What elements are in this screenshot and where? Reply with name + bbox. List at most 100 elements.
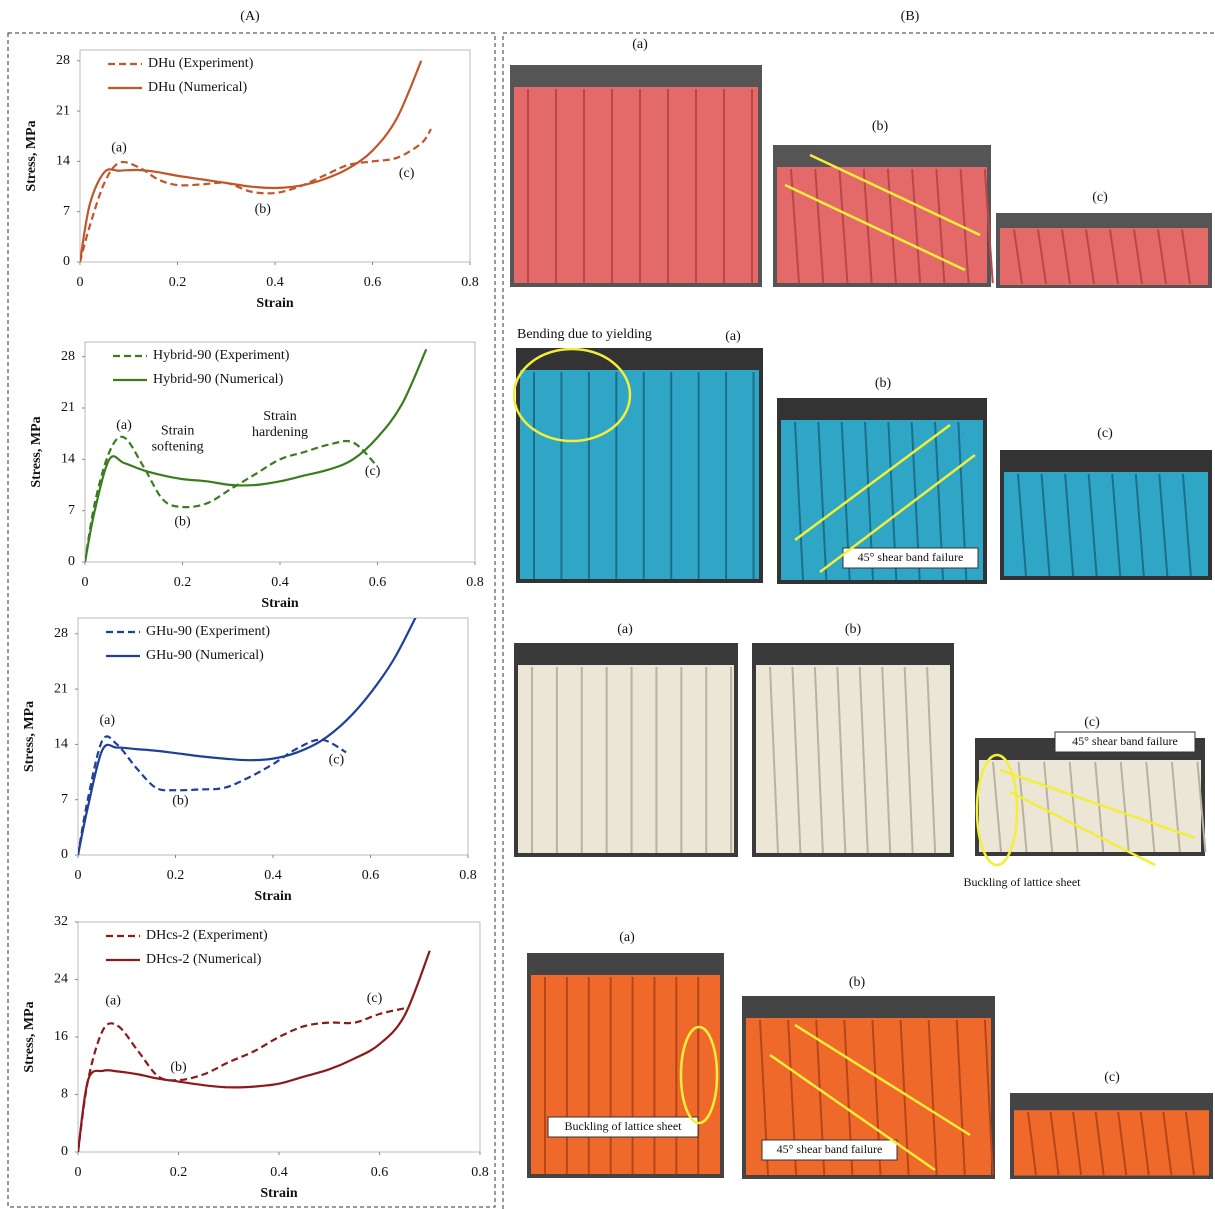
photo-stripe	[1145, 761, 1156, 853]
legend-label: GHu-90 (Numerical)	[146, 648, 264, 663]
photo-specimen	[1000, 228, 1208, 285]
y-tick-label: 14	[61, 452, 75, 467]
photo-stripe	[1162, 1111, 1173, 1176]
series-line	[78, 950, 431, 1152]
x-tick-label: 0.6	[369, 575, 387, 590]
photo-stripe	[813, 666, 824, 854]
legend-label: DHcs-2 (Experiment)	[146, 928, 268, 943]
photo-label: (a)	[632, 37, 648, 52]
plot-frame	[77, 617, 469, 856]
photo-caption: 45° shear band failure	[858, 550, 964, 564]
x-tick-label: 0.4	[264, 868, 282, 883]
caption-box	[1054, 731, 1196, 753]
annotation: (b)	[170, 1060, 187, 1075]
y-axis-title: Stress, MPa	[29, 416, 44, 487]
y-axis-title: Stress, MPa	[22, 1001, 37, 1072]
photo-stripe	[1072, 1111, 1083, 1176]
y-tick-label: 0	[68, 554, 75, 569]
annotation: (c)	[365, 464, 381, 479]
y-tick-label: 28	[56, 53, 70, 68]
photo-stripe	[862, 168, 873, 284]
annotation: (c)	[329, 752, 345, 767]
photo-stripe	[927, 1019, 938, 1176]
series-line	[80, 60, 423, 262]
photo-label: (b)	[849, 975, 866, 990]
photo-stripe	[1087, 473, 1098, 577]
shear-band	[769, 1053, 936, 1172]
x-axis-title: Strain	[254, 889, 292, 904]
photo-label: (b)	[845, 622, 862, 637]
x-tick-label: 0	[82, 575, 89, 590]
photo-stripe	[1068, 761, 1079, 853]
photo-stripe	[1109, 229, 1119, 285]
photo-specimen	[520, 370, 759, 579]
photo-stripe	[1013, 229, 1023, 285]
x-tick-label: 0.4	[270, 1165, 288, 1180]
y-axis-title: Stress, MPa	[22, 701, 37, 772]
photo-note: Buckling of lattice sheet	[964, 875, 1082, 889]
panel-b-border	[502, 32, 1215, 1209]
y-tick-label: 0	[61, 1144, 68, 1159]
photo-stripe	[1119, 761, 1130, 853]
y-tick-label: 21	[61, 400, 75, 415]
photo-stripe	[1017, 473, 1027, 577]
series-line	[78, 1007, 405, 1152]
photo-stripe	[1157, 229, 1167, 285]
y-axis-title: Stress, MPa	[24, 120, 39, 191]
photo-label: (a)	[619, 930, 635, 945]
x-axis-title: Strain	[256, 296, 294, 311]
highlight	[975, 753, 1019, 867]
photo-stripe	[1158, 473, 1169, 577]
photo-label: (c)	[1097, 426, 1113, 441]
caption-box	[761, 1139, 898, 1161]
annotation: (a)	[116, 418, 132, 433]
photo-stripe	[1139, 1111, 1150, 1176]
panel-label: (B)	[901, 9, 920, 24]
photo-stripe	[983, 1019, 994, 1176]
series-line	[78, 735, 347, 855]
x-tick-label: 0.2	[170, 1165, 188, 1180]
photo-specimen	[1004, 472, 1208, 576]
panel-a-border	[7, 32, 496, 1208]
photo-stripe	[1094, 1111, 1105, 1176]
photo-specimen	[1014, 1110, 1209, 1176]
legend-label: DHu (Numerical)	[148, 80, 247, 95]
x-axis-title: Strain	[261, 596, 299, 611]
y-tick-label: 16	[54, 1029, 68, 1044]
x-tick-label: 0.8	[471, 1165, 489, 1180]
photo-stripe	[1111, 473, 1122, 577]
annotation: (a)	[105, 993, 121, 1008]
x-tick-label: 0.2	[169, 275, 187, 290]
y-tick-label: 32	[54, 914, 68, 929]
annotation: (b)	[255, 202, 272, 217]
y-tick-label: 21	[56, 103, 70, 118]
photo-stripe	[1043, 761, 1054, 853]
annotation: (c)	[367, 991, 383, 1006]
x-tick-label: 0.2	[174, 575, 192, 590]
annotation: hardening	[252, 425, 308, 440]
photo-stripe	[1134, 473, 1145, 577]
shear-band	[784, 183, 966, 272]
photo-stripe	[1133, 229, 1143, 285]
series-line	[85, 348, 428, 562]
photo-stripe	[1027, 1111, 1037, 1176]
y-tick-label: 7	[68, 503, 75, 518]
photo-stripe	[814, 168, 825, 284]
caption-box	[547, 1116, 699, 1138]
photo-specimen	[514, 87, 758, 283]
photo-stripe	[955, 1019, 966, 1176]
photo-specimen	[518, 665, 734, 853]
legend-label: GHu-90 (Experiment)	[146, 624, 270, 639]
x-tick-label: 0.8	[459, 868, 477, 883]
series-line	[85, 435, 379, 562]
photo-stripe	[992, 761, 1002, 853]
x-tick-label: 0.8	[466, 575, 484, 590]
y-tick-label: 24	[54, 972, 68, 987]
photo-label: (c)	[1104, 1070, 1120, 1085]
annotation: Strain	[263, 409, 296, 424]
legend-label: Hybrid-90 (Experiment)	[153, 348, 290, 363]
annotation: (b)	[174, 515, 191, 530]
photo-stripe	[1064, 473, 1075, 577]
y-tick-label: 0	[61, 847, 68, 862]
